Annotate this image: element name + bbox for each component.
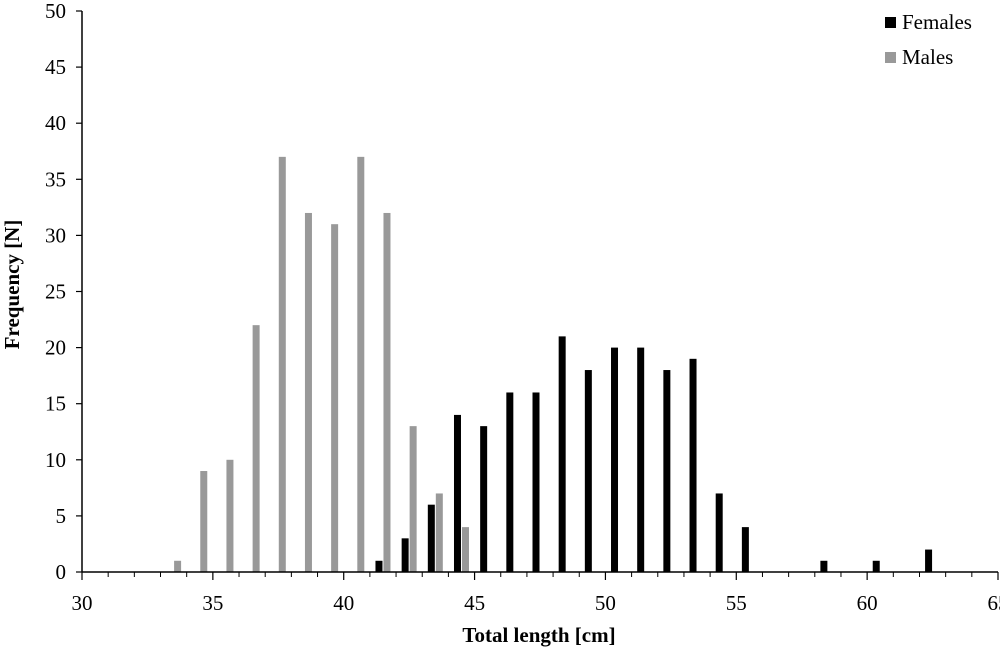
- bar-males: [357, 157, 364, 572]
- y-tick-label: 15: [45, 392, 66, 416]
- bar-males: [226, 460, 233, 572]
- bar-males: [279, 157, 286, 572]
- x-axis-ticks: 30 35 40 45 50 55 60 65: [72, 572, 1000, 615]
- bar-males: [331, 224, 338, 572]
- bar-females: [611, 348, 618, 572]
- bar-males: [462, 527, 469, 572]
- x-tick-label: 50: [595, 591, 616, 615]
- bar-females: [428, 505, 435, 572]
- x-tick-label: 30: [72, 591, 93, 615]
- x-tick-label: 60: [857, 591, 878, 615]
- y-tick-label: 10: [45, 448, 66, 472]
- x-tick-label: 45: [464, 591, 485, 615]
- bar-males: [174, 561, 181, 572]
- bar-males: [200, 471, 207, 572]
- y-axis-ticks: 0 5 10 15 20 25 30 35 40 45 50: [45, 0, 82, 584]
- bar-females: [690, 359, 697, 572]
- bar-females: [716, 493, 723, 572]
- bar-females: [559, 336, 566, 572]
- y-tick-label: 40: [45, 111, 66, 135]
- bar-females: [873, 561, 880, 572]
- legend-label-females: Females: [902, 10, 972, 34]
- bar-males: [436, 493, 443, 572]
- y-axis-title: Frequency [N]: [0, 220, 24, 350]
- bar-females: [375, 561, 382, 572]
- y-tick-label: 35: [45, 167, 66, 191]
- bar-females: [454, 415, 461, 572]
- x-tick-label: 35: [202, 591, 223, 615]
- axes-layer: [82, 11, 998, 572]
- y-tick-label: 45: [45, 55, 66, 79]
- bar-females: [533, 392, 540, 572]
- x-axis-title: Total length [cm]: [462, 623, 615, 647]
- bar-females: [480, 426, 487, 572]
- legend-swatch-males: [885, 52, 896, 63]
- y-tick-label: 20: [45, 336, 66, 360]
- bar-males: [410, 426, 417, 572]
- bar-females: [506, 392, 513, 572]
- y-tick-label: 50: [45, 0, 66, 23]
- legend-label-males: Males: [902, 45, 953, 69]
- bar-females: [402, 538, 409, 572]
- y-tick-label: 0: [56, 560, 67, 584]
- bar-males: [253, 325, 260, 572]
- bar-females: [742, 527, 749, 572]
- legend: Females Males: [885, 10, 972, 69]
- bars-layer: [174, 157, 932, 572]
- x-tick-label: 65: [988, 591, 1000, 615]
- y-tick-label: 25: [45, 280, 66, 304]
- legend-swatch-females: [885, 17, 896, 28]
- bar-males: [305, 213, 312, 572]
- bar-females: [925, 550, 932, 572]
- bar-females: [663, 370, 670, 572]
- bar-females: [637, 348, 644, 572]
- bar-females: [820, 561, 827, 572]
- bar-females: [585, 370, 592, 572]
- y-tick-label: 30: [45, 223, 66, 247]
- bar-males: [383, 213, 390, 572]
- y-tick-label: 5: [56, 504, 67, 528]
- x-tick-label: 40: [333, 591, 354, 615]
- x-tick-label: 55: [726, 591, 747, 615]
